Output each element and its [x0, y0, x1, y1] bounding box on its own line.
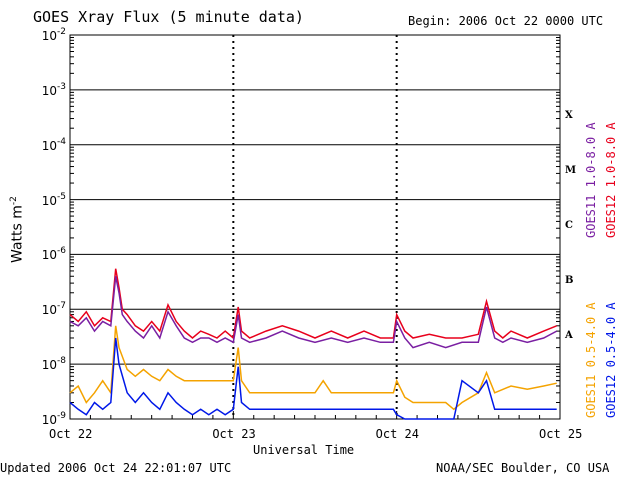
- y-tick-base: 10: [41, 248, 58, 263]
- legend-entry: GOES11 1.0-8.0 A: [584, 122, 598, 238]
- y-tick-label: 10-5: [22, 192, 66, 208]
- series-lines: [69, 268, 558, 420]
- y-tick-exponent: -3: [57, 81, 66, 92]
- y-tick-exponent: -5: [57, 191, 66, 202]
- y-tick-base: 10: [41, 29, 58, 43]
- plot-area-border: [69, 34, 561, 420]
- flare-class-label: X: [565, 110, 573, 122]
- x-tick-label: Oct 22: [49, 427, 93, 441]
- y-axis-label-exponent: -2: [9, 196, 19, 206]
- chart-title: GOES Xray Flux (5 minute data): [33, 8, 304, 26]
- flare-class-label: A: [565, 329, 573, 341]
- y-tick-label: 10-9: [22, 411, 66, 427]
- x-tick-label: Oct 24: [375, 427, 420, 441]
- series-line: [69, 268, 557, 340]
- series-line: [69, 337, 557, 420]
- flare-class-label: C: [565, 220, 573, 231]
- plot-frame: [69, 34, 561, 420]
- y-tick-exponent: -7: [57, 301, 66, 312]
- legend-entry: GOES12 0.5-4.0 A: [604, 302, 618, 418]
- y-tick-base: 10: [41, 83, 58, 98]
- y-tick-label: 10-7: [22, 301, 66, 317]
- series-line: [69, 325, 557, 411]
- begin-timestamp: Begin: 2006 Oct 22 0000 UTC: [408, 14, 604, 28]
- y-tick-label: 10-3: [22, 82, 66, 98]
- y-tick-exponent: -2: [57, 27, 66, 37]
- y-tick-base: 10: [41, 193, 58, 208]
- legend-entry: GOES12 1.0-8.0 A: [604, 122, 618, 238]
- flare-class-label: M: [565, 165, 577, 177]
- flare-class-label: B: [565, 274, 574, 286]
- y-tick-base: 10: [41, 413, 58, 427]
- y-tick-label: 10-6: [22, 246, 66, 262]
- y-tick-exponent: -4: [57, 136, 66, 147]
- x-tick-label: Oct 23: [212, 427, 256, 441]
- x-axis-label: Universal Time: [253, 443, 355, 457]
- y-tick-base: 10: [41, 138, 58, 153]
- y-tick-exponent: -6: [57, 246, 66, 257]
- y-tick-base: 10: [41, 303, 58, 318]
- y-tick-exponent: -8: [57, 356, 66, 367]
- updated-timestamp: Updated 2006 Oct 24 22:01:07 UTC: [0, 461, 232, 475]
- y-tick-exponent: -9: [57, 411, 66, 421]
- legend-entry: GOES11 0.5-4.0 A: [584, 302, 598, 418]
- series-line: [69, 276, 558, 349]
- y-tick-label: 10-4: [22, 137, 66, 153]
- y-tick-label: 10-2: [22, 27, 66, 43]
- x-tick-label: Oct 25: [539, 427, 583, 441]
- credit-text: NOAA/SEC Boulder, CO USA: [436, 461, 610, 475]
- y-tick-base: 10: [41, 358, 58, 373]
- y-tick-label: 10-8: [22, 356, 66, 372]
- grid-lines: [69, 35, 561, 419]
